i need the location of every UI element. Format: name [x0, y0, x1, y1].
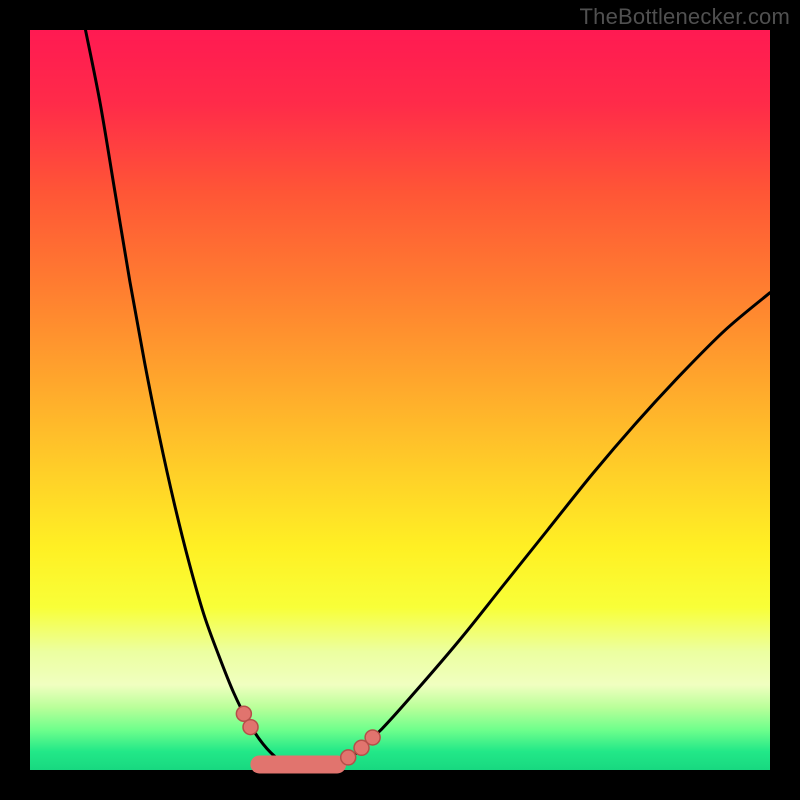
- chart-container: TheBottlenecker.com: [0, 0, 800, 800]
- marker-right-2: [365, 730, 380, 745]
- gradient-background: [30, 30, 770, 770]
- marker-left-1: [243, 720, 258, 735]
- watermark-text: TheBottlenecker.com: [580, 4, 790, 30]
- bottleneck-chart: [0, 0, 800, 800]
- marker-right-0: [341, 750, 356, 765]
